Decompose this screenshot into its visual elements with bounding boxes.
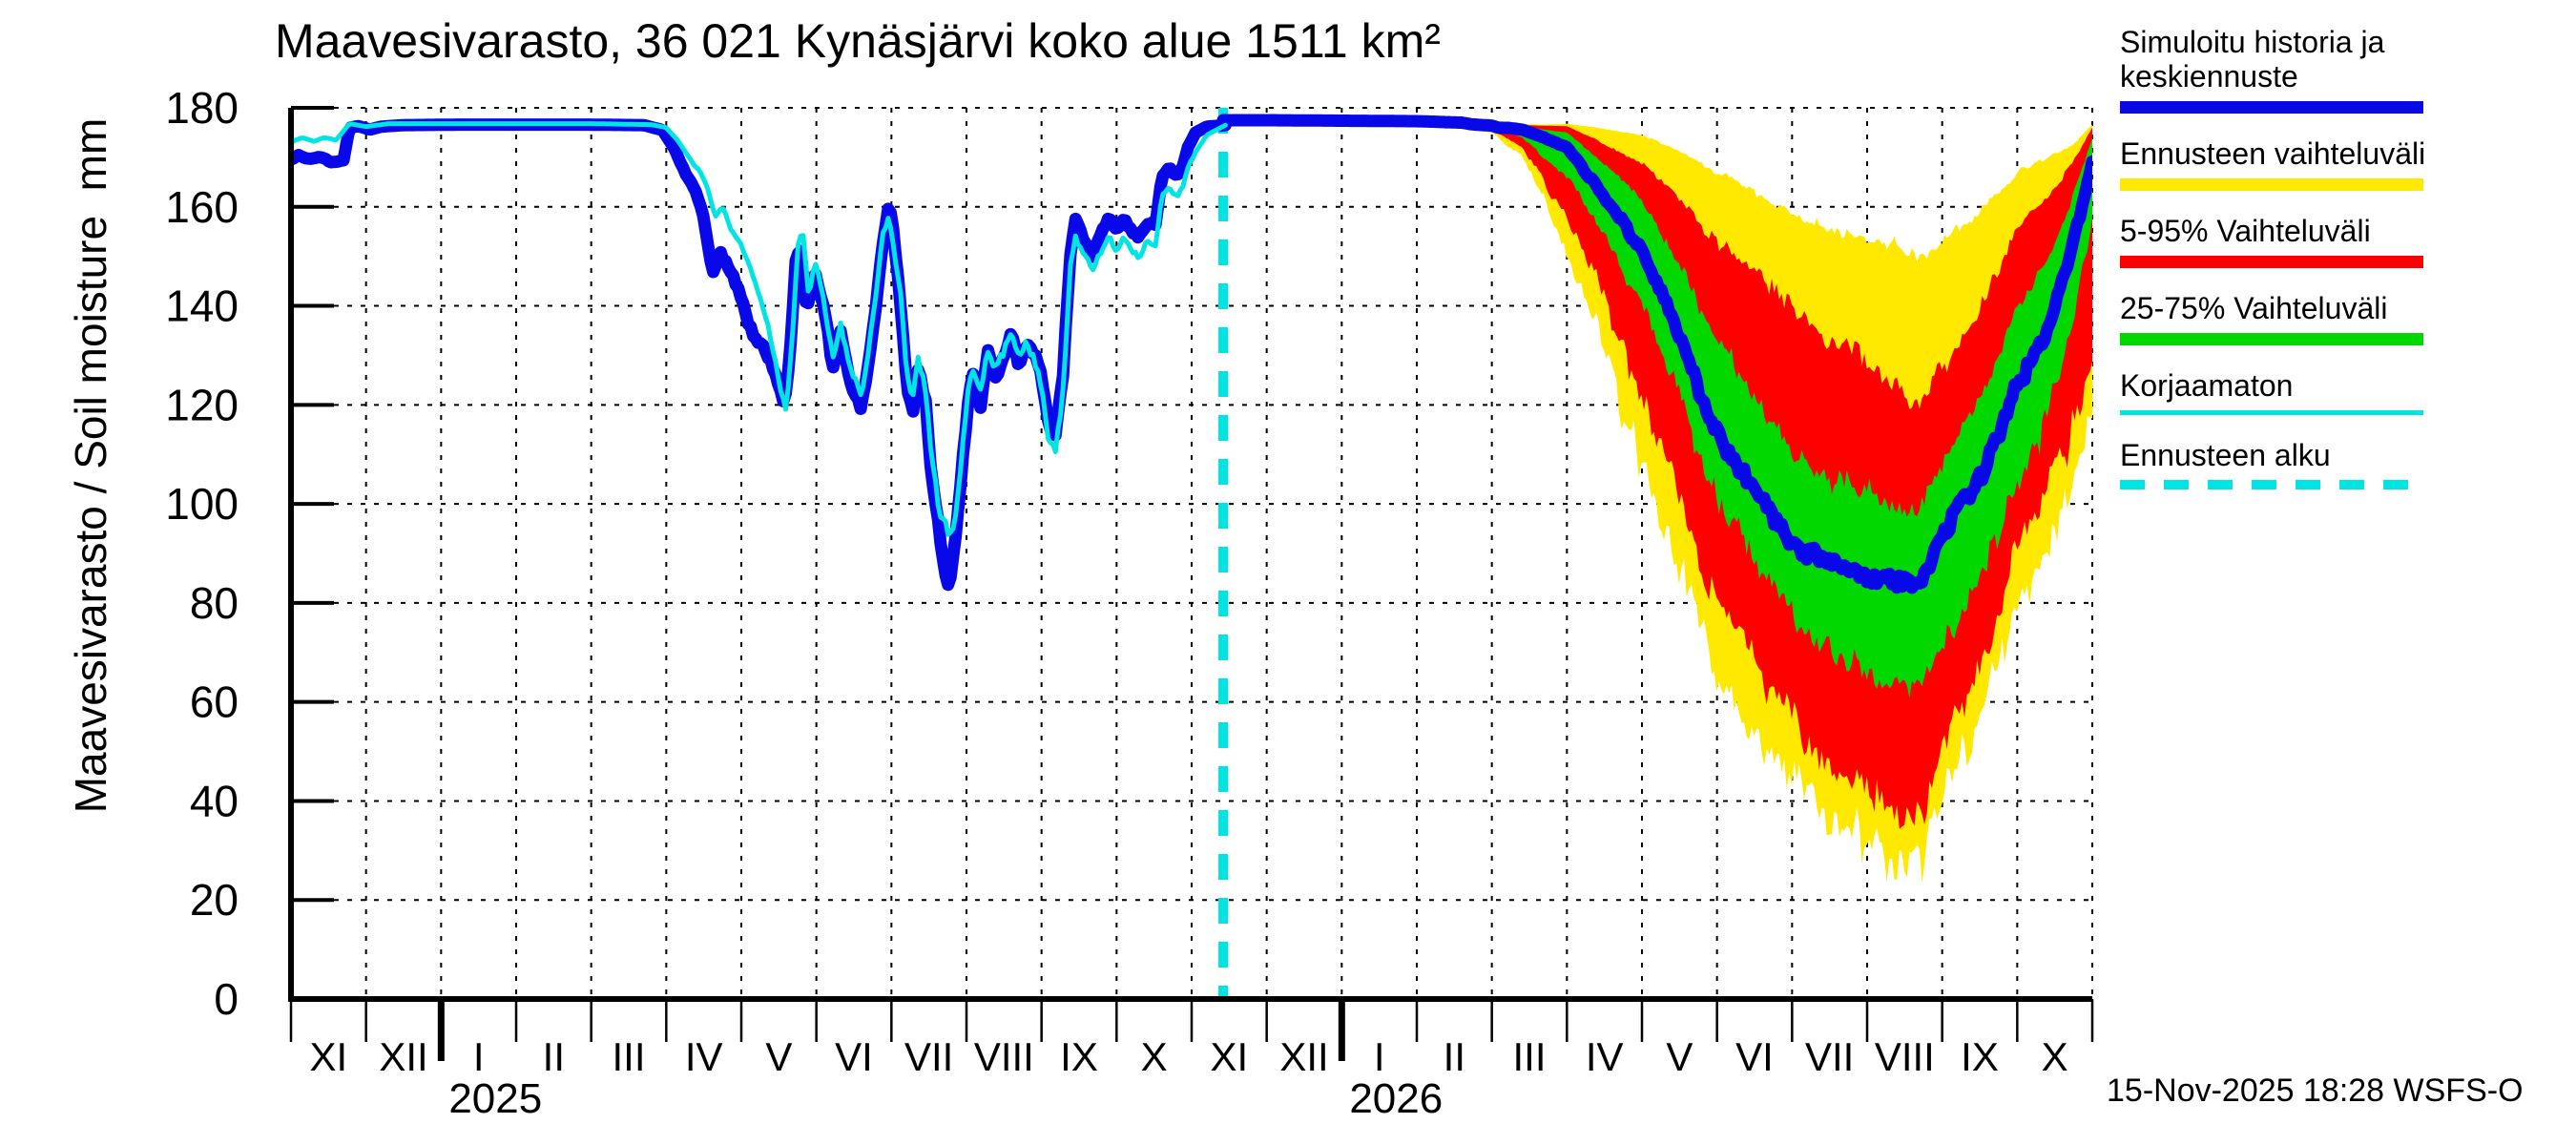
- chart-title: Maavesivarasto, 36 021 Kynäsjärvi koko a…: [275, 14, 1441, 68]
- legend-swatch-thick: [2120, 256, 2423, 268]
- x-year-label: 2026: [1349, 1075, 1443, 1122]
- x-month-label: VI: [835, 1034, 873, 1079]
- legend-label: 25-75% Vaihteluväli: [2120, 291, 2388, 325]
- y-tick-label: 180: [165, 83, 239, 133]
- grid-horizontal: [291, 106, 2092, 903]
- x-month-label: VI: [1735, 1034, 1774, 1079]
- x-month-label: IX: [1060, 1034, 1098, 1079]
- legend-swatch-thin: [2120, 410, 2423, 415]
- legend-label: 5-95% Vaihteluväli: [2120, 214, 2371, 248]
- legend-label: Simuloitu historia ja keskiennuste: [2120, 25, 2385, 94]
- series-korjaamaton: [291, 121, 1228, 537]
- y-tick-label: 80: [190, 578, 239, 628]
- x-month-label: I: [473, 1034, 485, 1079]
- legend-label: Ennusteen vaihteluväli: [2120, 136, 2426, 171]
- legend-label: Korjaamaton: [2120, 368, 2294, 403]
- legend-item-uncorrected: Korjaamaton: [2120, 368, 2429, 415]
- x-month-label: XI: [1210, 1034, 1248, 1079]
- x-month-label: V: [765, 1034, 792, 1079]
- x-year-label: 2025: [448, 1075, 542, 1122]
- x-month-label: XI: [309, 1034, 347, 1079]
- legend: Simuloitu historia ja keskiennuste Ennust…: [2120, 25, 2429, 512]
- x-month-label: XII: [1279, 1034, 1328, 1079]
- series-forecast-median: [1216, 114, 2092, 594]
- legend-item-range-5-95: 5-95% Vaihteluväli: [2120, 214, 2429, 268]
- legend-item-forecast-range: Ennusteen vaihteluväli: [2120, 136, 2429, 191]
- x-month-label: V: [1666, 1034, 1693, 1079]
- x-month-label: III: [1512, 1034, 1546, 1079]
- series-history_median: [291, 118, 1232, 592]
- band-vaihteluvali_25_75: [1223, 122, 2092, 698]
- x-month-label: IV: [1586, 1034, 1624, 1079]
- data-curves: [291, 108, 2092, 999]
- x-month-label: X: [2042, 1034, 2068, 1079]
- x-month-label: VIII: [1875, 1034, 1935, 1079]
- x-month-label: IV: [685, 1034, 723, 1079]
- legend-swatch-thick: [2120, 101, 2423, 114]
- y-tick-label: 40: [190, 776, 239, 825]
- x-month-label: XII: [379, 1034, 427, 1079]
- y-tick-label: 20: [190, 875, 239, 925]
- axis-ticks: [289, 999, 2094, 1061]
- y-tick-label: 100: [165, 479, 239, 529]
- x-month-label: VII: [1805, 1034, 1854, 1079]
- timestamp: 15-Nov-2025 18:28 WSFS-O: [2107, 1072, 2524, 1109]
- x-month-label: II: [1444, 1034, 1465, 1079]
- legend-label: Ennusteen alku: [2120, 438, 2331, 472]
- y-tick-label: 0: [214, 974, 239, 1024]
- y-tick-label: 160: [165, 182, 239, 232]
- y-tick-label: 120: [165, 380, 239, 429]
- x-month-label: VII: [904, 1034, 953, 1079]
- legend-item-forecast-start: Ennusteen alku: [2120, 438, 2429, 489]
- y-tick-label: 60: [190, 677, 239, 727]
- legend-swatch-thick: [2120, 178, 2423, 191]
- x-month-label: I: [1374, 1034, 1385, 1079]
- legend-item-simulated-history-median: Simuloitu historia ja keskiennuste: [2120, 25, 2429, 114]
- x-month-label: II: [543, 1034, 565, 1079]
- legend-swatch-thick: [2120, 333, 2423, 345]
- legend-item-range-25-75: 25-75% Vaihteluväli: [2120, 291, 2429, 345]
- y-tick-label: 140: [165, 281, 239, 331]
- legend-swatch-dashed: [2120, 480, 2423, 489]
- x-month-label: VIII: [974, 1034, 1034, 1079]
- x-month-label: IX: [1961, 1034, 1999, 1079]
- x-month-label: X: [1141, 1034, 1168, 1079]
- x-month-label: III: [612, 1034, 645, 1079]
